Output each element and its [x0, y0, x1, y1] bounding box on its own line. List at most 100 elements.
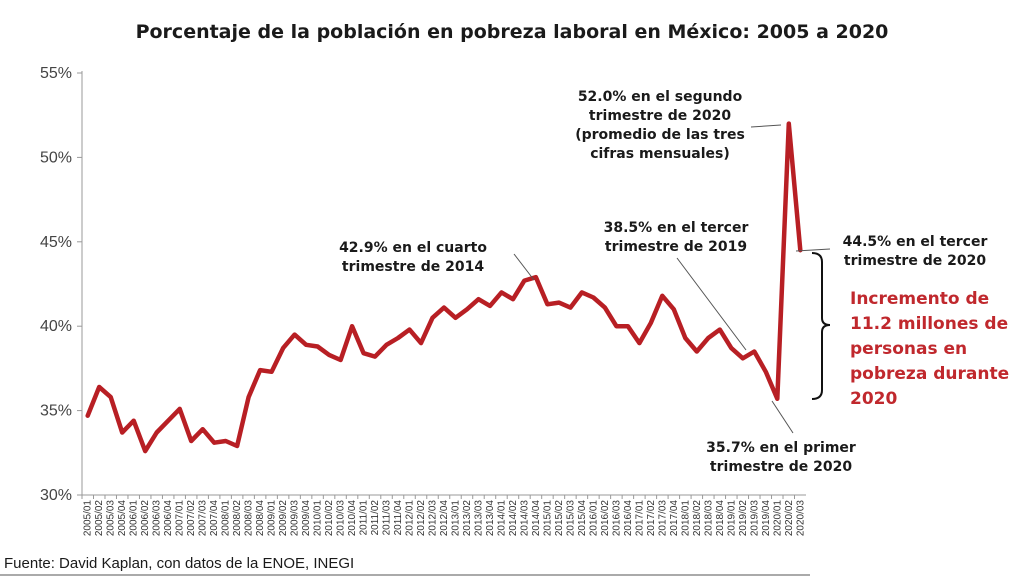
data-point [534, 275, 538, 279]
increment-note-text: pobreza durante [850, 364, 1009, 384]
data-point [626, 324, 630, 328]
source-note: Fuente: David Kaplan, con datos de la EN… [4, 555, 354, 572]
x-tick-label: 2017/04 [669, 500, 680, 537]
data-point [568, 306, 572, 310]
x-tick-label: 2020/03 [795, 500, 806, 537]
y-tick-label: 40% [40, 318, 72, 335]
x-tick-label: 2009/03 [290, 500, 301, 537]
x-tick-label: 2013/03 [473, 500, 484, 537]
data-point [258, 368, 262, 372]
data-point [603, 306, 607, 310]
data-point [614, 324, 618, 328]
x-tick-label: 2020/02 [784, 500, 795, 537]
data-point [580, 290, 584, 294]
annotation-text: (promedio de las tres [575, 127, 745, 143]
y-tick-label: 55% [40, 65, 72, 82]
x-tick-label: 2013/04 [485, 500, 496, 537]
x-tick-label: 2019/02 [738, 500, 749, 537]
x-tick-label: 2005/04 [117, 500, 128, 537]
x-tick-label: 2012/04 [439, 500, 450, 537]
annotation-text: cifras mensuales) [590, 146, 730, 162]
data-point [557, 301, 561, 305]
data-point [304, 343, 308, 347]
data-point [408, 328, 412, 332]
data-point [431, 316, 435, 320]
annotation-leader [750, 124, 782, 128]
y-tick-label: 45% [40, 234, 72, 251]
x-tick-label: 2018/02 [692, 500, 703, 537]
x-tick-label: 2014/02 [508, 500, 519, 537]
data-point [270, 370, 274, 374]
x-tick-label: 2008/03 [244, 500, 255, 537]
x-tick-label: 2006/04 [163, 500, 174, 537]
x-tick-label: 2015/04 [577, 500, 588, 537]
data-point [120, 431, 124, 435]
data-point [362, 351, 366, 355]
data-point [718, 328, 722, 332]
x-tick-label: 2014/04 [531, 500, 542, 537]
x-tick-label: 2015/03 [565, 500, 576, 537]
data-point [189, 439, 193, 443]
data-point [327, 353, 331, 357]
x-tick-label: 2013/02 [462, 500, 473, 537]
data-point [764, 370, 768, 374]
x-tick-label: 2006/03 [152, 500, 163, 537]
data-point [373, 355, 377, 359]
x-tick-label: 2010/04 [347, 500, 358, 537]
y-tick-label: 35% [40, 403, 72, 420]
data-point [729, 346, 733, 350]
x-tick-label: 2015/01 [542, 500, 553, 537]
increment-note-text: Incremento de [850, 289, 989, 309]
annotation: 42.9% en el cuarto trimestre de 2014 [339, 240, 535, 281]
annotation-leader [676, 257, 747, 351]
data-point [97, 385, 101, 389]
data-point [545, 302, 549, 306]
data-point [143, 449, 147, 453]
x-tick-label: 2016/01 [588, 500, 599, 537]
x-tick-label: 2018/04 [715, 500, 726, 537]
x-tick-label: 2018/03 [703, 500, 714, 537]
data-point [132, 419, 136, 423]
x-tick-label: 2020/01 [772, 500, 783, 537]
data-point [637, 341, 641, 345]
annotations: 52.0% en el segundo trimestre de 2020 (pro… [339, 89, 987, 475]
data-point [339, 358, 343, 362]
x-tick-label: 2019/03 [749, 500, 760, 537]
annotation-text: trimestre de 2020 [589, 108, 731, 124]
data-point [775, 397, 779, 401]
annotation-leader [513, 253, 535, 281]
annotation-text: trimestre de 2020 [844, 253, 986, 269]
data-point [752, 350, 756, 354]
data-point [476, 297, 480, 301]
data-point [741, 356, 745, 360]
annotation-text: 52.0% en el segundo [578, 89, 743, 105]
x-tick-label: 2006/01 [129, 500, 140, 537]
x-tick-label: 2010/01 [313, 500, 324, 537]
x-tick-label: 2009/02 [278, 500, 289, 537]
x-tick-label: 2019/01 [726, 500, 737, 537]
annotation-text: trimestre de 2020 [710, 459, 852, 475]
annotation: 38.5% en el tercer trimestre de 2019 [604, 220, 748, 351]
annotation-text: trimestre de 2014 [342, 259, 484, 275]
x-tick-label: 2008/01 [221, 500, 232, 537]
x-tick-label: 2007/03 [198, 500, 209, 537]
series-line [85, 121, 803, 454]
data-point [442, 306, 446, 310]
x-tick-label: 2007/01 [175, 500, 186, 537]
x-tick-label: 2007/04 [209, 500, 220, 537]
annotation-leader [771, 400, 794, 434]
data-point [178, 407, 182, 411]
data-point [316, 344, 320, 348]
data-point [706, 336, 710, 340]
data-point [166, 419, 170, 423]
data-point [224, 439, 228, 443]
data-point [522, 279, 526, 283]
chart-title: Porcentaje de la población en pobreza la… [136, 21, 889, 43]
data-point [695, 350, 699, 354]
annotation-text: trimestre de 2019 [605, 239, 747, 255]
x-tick-label: 2005/01 [83, 500, 94, 537]
x-tick-label: 2008/02 [232, 500, 243, 537]
data-point [453, 316, 457, 320]
x-tick-label: 2014/03 [519, 500, 530, 537]
